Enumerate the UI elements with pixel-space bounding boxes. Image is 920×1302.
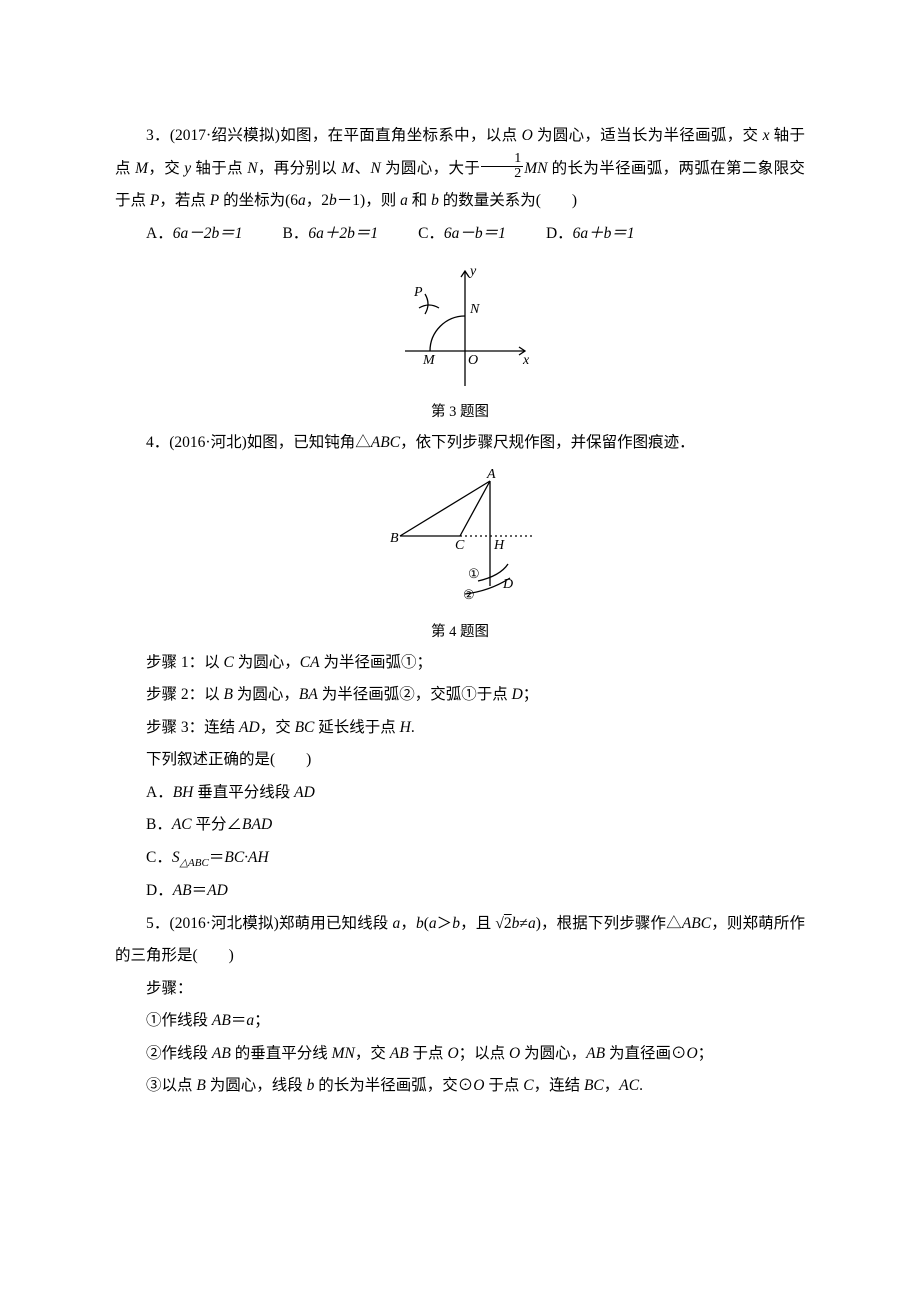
q5-source: (2016·河北模拟) — [170, 915, 279, 932]
q3-option-a: A．6a－2b＝1 — [146, 218, 242, 251]
q5-step1: ①作线段 AB＝a； — [115, 1005, 805, 1038]
q3-stem: 3．(2017·绍兴模拟)如图，在平面直角坐标系中，以点 O 为圆心，适当长为半… — [115, 120, 805, 218]
q4-fig-label-c2: ② — [463, 587, 475, 602]
q4-option-c: C．S△ABC＝BC·AH — [115, 842, 805, 875]
q4-figure-caption: 第 4 题图 — [115, 620, 805, 641]
q3-fig-label-n: N — [469, 302, 480, 317]
q4-step1: 步骤 1：以 C 为圆心，CA 为半径画弧①； — [115, 647, 805, 680]
q3-number: 3 — [146, 127, 154, 144]
q3-option-b: B．6a＋2b＝1 — [282, 218, 378, 251]
q5-stem: 5．(2016·河北模拟)郑萌用已知线段 a，b(a＞b，且 √2b≠a)，根据… — [115, 908, 805, 973]
q3-option-d: D．6a＋b＝1 — [546, 218, 635, 251]
q4-fig-label-a: A — [486, 467, 496, 482]
q5-steps-label: 步骤： — [115, 973, 805, 1006]
q4-step2: 步骤 2：以 B 为圆心，BA 为半径画弧②，交弧①于点 D； — [115, 679, 805, 712]
q3-fig-label-o: O — [468, 353, 478, 368]
q3-options: A．6a－2b＝1 B．6a＋2b＝1 C．6a－b＝1 D．6a＋b＝1 — [115, 218, 805, 251]
q3-fig-label-y: y — [468, 264, 477, 279]
q3-fig-label-x: x — [522, 353, 530, 368]
q4-option-b: B．AC 平分∠BAD — [115, 809, 805, 842]
q4-option-d: D．AB＝AD — [115, 875, 805, 908]
q3-source: (2017·绍兴模拟) — [170, 127, 280, 144]
q4-number: 4 — [146, 434, 154, 451]
q4-source: (2016·河北) — [169, 434, 247, 451]
q3-figure: P N M O x y — [115, 256, 805, 396]
q5-step2: ②作线段 AB 的垂直平分线 MN，交 AB 于点 O；以点 O 为圆心，AB … — [115, 1038, 805, 1071]
q4-figure: A B C H D ① ② — [115, 466, 805, 616]
q4-stem: 4．(2016·河北)如图，已知钝角△ABC，依下列步骤尺规作图，并保留作图痕迹… — [115, 427, 805, 460]
q4-ask: 下列叙述正确的是( ) — [115, 744, 805, 777]
q4-fig-label-c: C — [455, 538, 465, 553]
q3-option-c: C．6a－b＝1 — [418, 218, 506, 251]
q5-step3: ③以点 B 为圆心，线段 b 的长为半径画弧，交⊙O 于点 C，连结 BC，AC… — [115, 1070, 805, 1103]
fraction: 12 — [481, 152, 523, 181]
q3-figure-svg: P N M O x y — [375, 256, 545, 396]
q3-fig-label-p: P — [413, 285, 423, 300]
q5-number: 5 — [146, 915, 154, 932]
q4-fig-label-h: H — [493, 538, 505, 553]
q4-fig-label-d: D — [502, 577, 513, 592]
q4-option-a: A．BH 垂直平分线段 AD — [115, 777, 805, 810]
q4-figure-svg: A B C H D ① ② — [360, 466, 560, 616]
q4-step3: 步骤 3：连结 AD，交 BC 延长线于点 H. — [115, 712, 805, 745]
q4-fig-label-c1: ① — [468, 566, 480, 581]
q4-fig-label-b: B — [390, 531, 399, 546]
q3-figure-caption: 第 3 题图 — [115, 400, 805, 421]
q3-fig-label-m: M — [422, 353, 436, 368]
